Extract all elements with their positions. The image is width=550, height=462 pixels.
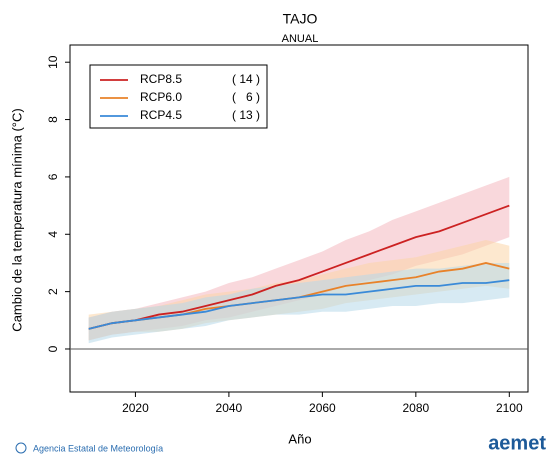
x-axis-label: Año <box>288 431 311 446</box>
legend-count: ( 13 ) <box>232 108 260 122</box>
chart-subtitle: ANUAL <box>282 33 319 45</box>
y-tick-label: 8 <box>46 116 60 123</box>
copyright-icon <box>15 442 27 454</box>
legend-label: RCP8.5 <box>140 72 182 86</box>
logo: aemet <box>488 432 546 454</box>
range-band <box>88 262 510 344</box>
y-tick-label: 0 <box>46 345 60 352</box>
chart-title: TAJO <box>283 11 318 27</box>
y-axis-label: Cambio de la temperatura mínima (°C) <box>9 108 24 331</box>
x-tick-label: 2080 <box>402 401 429 415</box>
legend-label: RCP4.5 <box>140 108 182 122</box>
x-tick-label: 2100 <box>496 401 523 415</box>
footer: Agencia Estatal de Meteorología <box>33 443 163 453</box>
y-tick-label: 4 <box>46 231 60 238</box>
series-line <box>88 204 510 330</box>
x-tick-label: 2040 <box>216 401 243 415</box>
x-tick-label: 2060 <box>309 401 336 415</box>
legend-label: RCP6.0 <box>140 90 182 104</box>
y-tick-label: 10 <box>46 55 60 69</box>
x-tick-label: 2020 <box>122 401 149 415</box>
series-line <box>88 279 510 330</box>
legend-count: ( 6 ) <box>232 90 260 104</box>
y-tick-label: 2 <box>46 288 60 295</box>
y-tick-label: 6 <box>46 173 60 180</box>
plot-frame <box>69 44 529 393</box>
legend-box <box>89 64 268 129</box>
legend-count: ( 14 ) <box>232 72 260 86</box>
